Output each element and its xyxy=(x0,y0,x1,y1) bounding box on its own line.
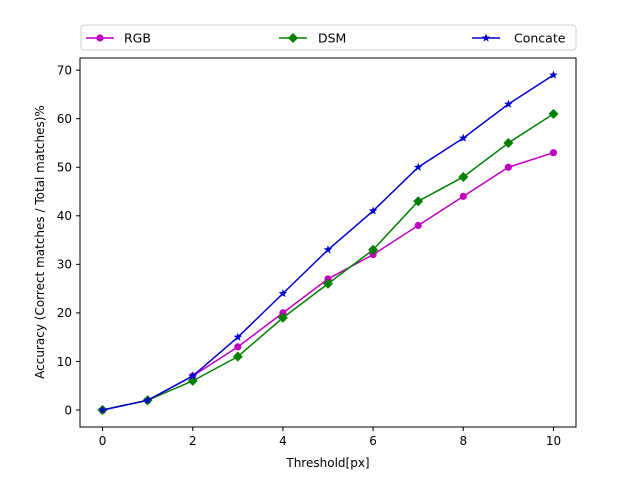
data-point-rgb xyxy=(549,149,558,157)
data-point-dsm xyxy=(503,137,514,148)
data-point-dsm xyxy=(187,375,198,386)
x-axis-label: Threshold[px] xyxy=(285,456,369,470)
y-axis-label: Accuracy (Correct matches / Total matche… xyxy=(33,105,47,379)
plot-background xyxy=(80,58,576,427)
data-point-dsm xyxy=(323,278,333,289)
series-layer xyxy=(97,70,559,416)
data-point-concate xyxy=(368,206,378,215)
y-tick-label: 10 xyxy=(57,355,72,369)
data-point-concate xyxy=(458,133,468,142)
data-point-concate xyxy=(98,405,107,414)
x-tick-label: 8 xyxy=(459,434,467,448)
legend-label-dsm: DSM xyxy=(318,31,346,46)
y-tick-label: 40 xyxy=(57,209,72,223)
y-tick-label: 60 xyxy=(57,112,72,126)
series-concate xyxy=(98,70,558,414)
data-point-dsm xyxy=(413,196,424,207)
data-point-dsm xyxy=(548,108,559,119)
x-tick-label: 4 xyxy=(279,434,287,448)
data-point-concate xyxy=(413,162,423,171)
y-tick-label: 20 xyxy=(57,306,72,320)
data-point-rgb xyxy=(414,221,422,230)
plot-frame xyxy=(79,57,577,428)
x-tick-label: 0 xyxy=(99,434,107,448)
x-axis-ticks: 0 2 4 6 8 10 xyxy=(99,427,561,448)
legend-marker-concate xyxy=(481,33,491,42)
data-point-concate xyxy=(323,245,333,254)
data-point-concate xyxy=(188,371,198,380)
legend-box xyxy=(80,24,577,51)
data-point-concate xyxy=(504,99,513,108)
data-point-dsm xyxy=(368,244,379,255)
y-tick-label: 0 xyxy=(64,403,72,417)
data-point-rgb xyxy=(234,343,242,351)
y-axis-ticks: 0 10 20 30 40 50 60 70 xyxy=(57,63,80,417)
data-point-dsm xyxy=(458,171,469,182)
legend-entry-dsm: DSM xyxy=(279,31,346,46)
legend-label-rgb: RGB xyxy=(124,31,151,46)
y-tick-label: 70 xyxy=(57,63,72,77)
data-point-dsm xyxy=(277,312,288,323)
legend-label-concate: Concate xyxy=(514,31,566,46)
y-tick-label: 50 xyxy=(57,161,72,175)
series-dsm xyxy=(97,108,559,416)
data-point-rgb xyxy=(504,163,512,171)
data-point-concate xyxy=(143,395,152,404)
x-tick-label: 6 xyxy=(369,434,377,448)
legend-marker-rgb xyxy=(96,34,104,42)
data-point-concate xyxy=(278,288,288,298)
legend: RGB DSM Concate xyxy=(80,24,577,51)
data-point-concate xyxy=(549,70,558,79)
y-tick-label: 30 xyxy=(57,258,72,272)
legend-entry-rgb: RGB xyxy=(86,31,151,46)
legend-marker-dsm xyxy=(288,33,298,43)
data-point-dsm xyxy=(232,351,243,362)
x-tick-label: 2 xyxy=(189,434,197,448)
x-tick-label: 10 xyxy=(546,434,561,448)
legend-entry-concate: Concate xyxy=(472,31,566,46)
data-point-rgb xyxy=(459,192,467,200)
data-point-concate xyxy=(233,332,243,341)
